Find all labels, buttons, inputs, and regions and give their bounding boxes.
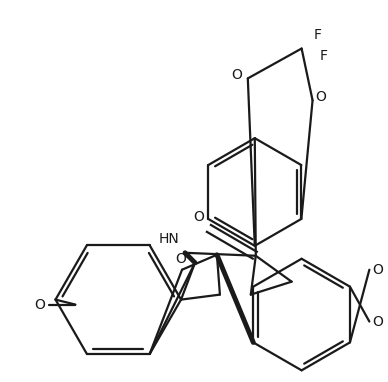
Text: O: O: [372, 314, 383, 329]
Text: HN: HN: [158, 232, 179, 246]
Text: O: O: [176, 252, 187, 266]
Text: O: O: [372, 263, 383, 277]
Text: F: F: [320, 50, 327, 63]
Text: O: O: [231, 68, 242, 83]
Text: O: O: [193, 210, 204, 224]
Text: O: O: [315, 90, 326, 104]
Text: O: O: [35, 298, 45, 312]
Text: F: F: [314, 28, 322, 42]
